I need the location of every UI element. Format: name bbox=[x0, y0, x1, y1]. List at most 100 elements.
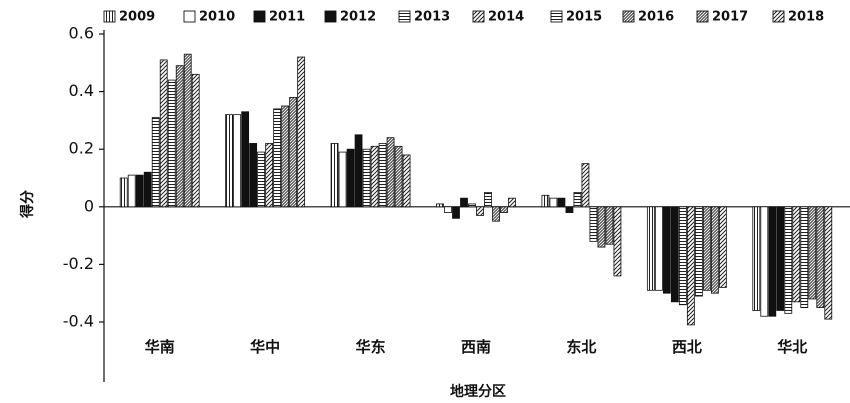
bar-2010 bbox=[338, 151, 347, 208]
bar-2016 bbox=[175, 65, 184, 208]
bar-2018 bbox=[508, 197, 516, 208]
bar-2010 bbox=[549, 197, 558, 208]
x-axis-categories: 华南 华中 华东 西南 东北 西北 华北 bbox=[145, 338, 808, 356]
bar-2012 bbox=[460, 197, 468, 208]
bar-2014 bbox=[686, 206, 695, 326]
bar-2014 bbox=[370, 145, 379, 208]
bar-2017 bbox=[289, 96, 298, 208]
legend: 2009 2010 2011 2012 2013 2014 2015 2016 2017 2018 bbox=[103, 10, 824, 25]
bar-2014 bbox=[159, 59, 168, 208]
bar-2017 bbox=[710, 206, 719, 294]
bar-2017 bbox=[816, 206, 825, 309]
bar-2010 bbox=[233, 114, 242, 208]
bar-2012 bbox=[565, 206, 574, 213]
bar-2009 bbox=[119, 177, 128, 208]
bar-2014 bbox=[581, 163, 590, 208]
bar-2011 bbox=[135, 174, 144, 208]
bar-2009 bbox=[646, 206, 655, 291]
bar-2015 bbox=[694, 206, 703, 297]
x-category-label: 华南 bbox=[145, 338, 175, 356]
bar-2015 bbox=[167, 79, 176, 208]
legend-label: 2011 bbox=[269, 10, 305, 25]
bar-2013 bbox=[362, 148, 371, 208]
y-tick-label: 0.2 bbox=[69, 139, 94, 158]
bar-2016 bbox=[702, 206, 711, 291]
bar-2016 bbox=[492, 206, 500, 222]
bar-2011 bbox=[768, 206, 777, 317]
bar-2018 bbox=[824, 206, 833, 320]
bar-2009 bbox=[541, 194, 550, 208]
bar-2010 bbox=[654, 206, 663, 291]
bar-2018 bbox=[718, 206, 727, 288]
bar-2011 bbox=[241, 111, 250, 208]
y-axis: 0.6 0.4 0.2 0 -0.2 -0.4 bbox=[63, 24, 105, 382]
x-category-label: 华东 bbox=[356, 338, 386, 356]
legend-swatch-2010 bbox=[183, 10, 196, 23]
legend-swatch-2009 bbox=[103, 10, 116, 23]
bar-2012 bbox=[354, 134, 363, 208]
bar-2009 bbox=[752, 206, 761, 311]
bar-2009 bbox=[436, 203, 444, 208]
bar-2009 bbox=[330, 143, 339, 208]
bar-2014 bbox=[265, 143, 274, 208]
bar-2016 bbox=[386, 137, 395, 208]
bar-2009 bbox=[225, 114, 234, 208]
bar-2011 bbox=[557, 197, 566, 208]
y-tick-label: -0.4 bbox=[63, 312, 94, 331]
bar-2013 bbox=[784, 206, 793, 314]
legend-label: 2017 bbox=[712, 10, 748, 25]
bar-2012 bbox=[776, 206, 785, 311]
bar-2010 bbox=[760, 206, 769, 317]
bar-2018 bbox=[402, 154, 411, 208]
legend-label: 2015 bbox=[566, 10, 602, 25]
bar-2017 bbox=[500, 206, 508, 213]
bar-2016 bbox=[597, 206, 606, 248]
bar-2012 bbox=[143, 171, 152, 208]
bar-2017 bbox=[183, 53, 192, 208]
bar-2013 bbox=[573, 191, 582, 208]
bar-2016 bbox=[808, 206, 817, 300]
bar-2011 bbox=[452, 206, 460, 219]
x-category-label: 东北 bbox=[566, 338, 596, 356]
bar-2018 bbox=[191, 73, 200, 208]
bar-2017 bbox=[605, 206, 614, 245]
y-tick-label: -0.2 bbox=[63, 254, 94, 273]
legend-swatch-2015 bbox=[550, 10, 563, 23]
legend-label: 2016 bbox=[638, 10, 674, 25]
legend-swatch-2017 bbox=[696, 10, 709, 23]
x-category-label: 华中 bbox=[250, 338, 280, 356]
x-axis-title: 地理分区 bbox=[450, 383, 506, 400]
y-axis-title: 得分 bbox=[19, 190, 36, 219]
legend-label: 2009 bbox=[119, 10, 155, 25]
bar-2015 bbox=[800, 206, 809, 309]
y-tick-label: 0.4 bbox=[69, 81, 94, 100]
bar-2018 bbox=[613, 206, 622, 277]
x-category-label: 西南 bbox=[461, 338, 491, 356]
y-tick-label: 0.6 bbox=[69, 24, 94, 43]
legend-label: 2013 bbox=[414, 10, 450, 25]
bars bbox=[104, 53, 850, 326]
bar-2015 bbox=[378, 143, 387, 208]
legend-label: 2018 bbox=[788, 10, 824, 25]
legend-swatch-2011 bbox=[253, 10, 266, 23]
bar-2012 bbox=[249, 143, 258, 208]
legend-label: 2010 bbox=[199, 10, 235, 25]
bar-2010 bbox=[444, 206, 452, 213]
legend-swatch-2016 bbox=[622, 10, 635, 23]
y-tick-label: 0 bbox=[84, 196, 94, 215]
bar-2011 bbox=[346, 148, 355, 208]
bar-2011 bbox=[662, 206, 671, 294]
bar-2013 bbox=[678, 206, 687, 306]
bar-2013 bbox=[257, 151, 266, 208]
legend-swatch-2013 bbox=[398, 10, 411, 23]
bar-2015 bbox=[484, 191, 492, 208]
bar-2012 bbox=[670, 206, 679, 303]
bar-2013 bbox=[468, 203, 476, 208]
bar-2016 bbox=[281, 105, 290, 208]
x-category-label: 西北 bbox=[672, 338, 702, 356]
bar-2010 bbox=[127, 174, 136, 208]
bar-2017 bbox=[394, 145, 403, 208]
bar-2014 bbox=[476, 206, 484, 216]
legend-label: 2012 bbox=[340, 10, 376, 25]
